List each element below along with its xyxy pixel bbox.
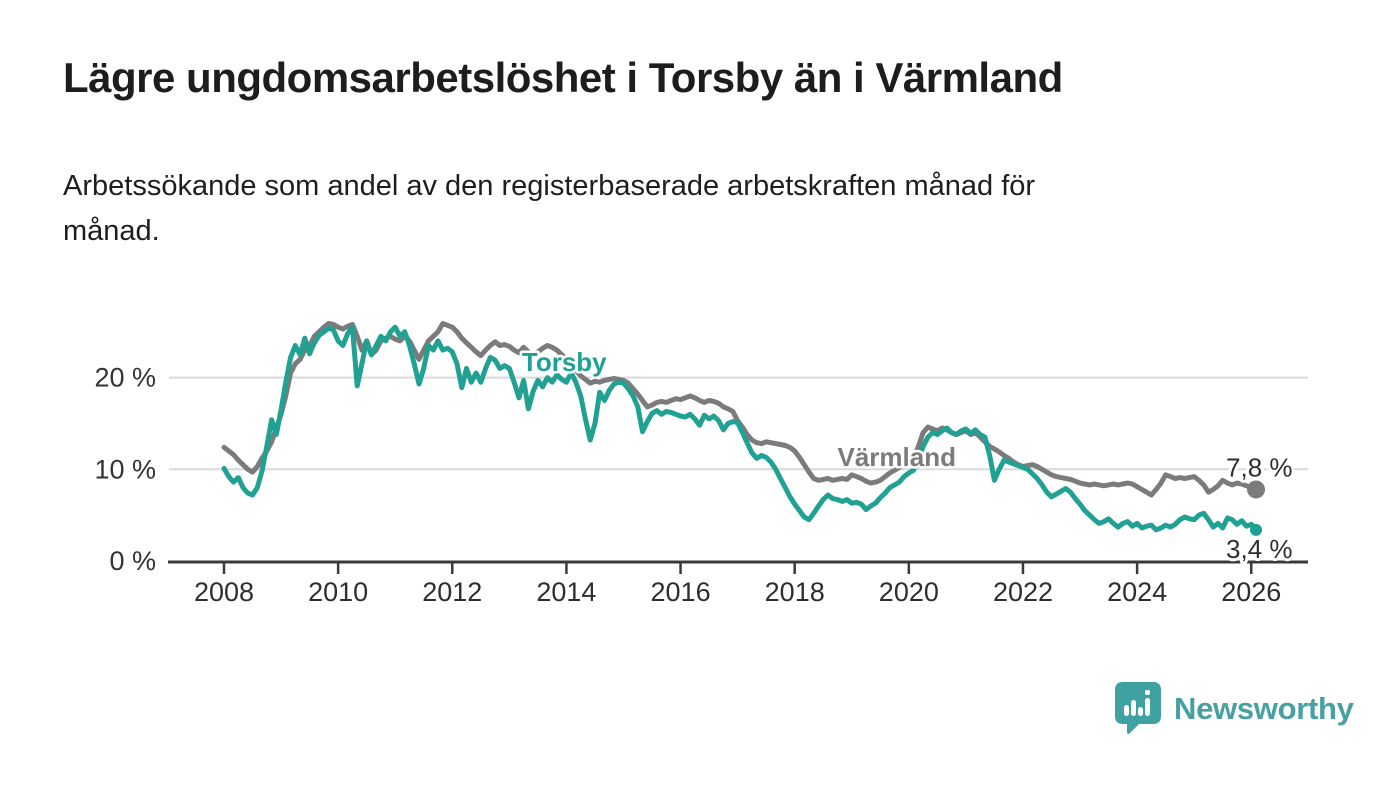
y-tick-label: 0 % <box>109 546 156 576</box>
y-tick-label: 10 % <box>94 454 156 484</box>
series-end-dot-torsby <box>1250 523 1263 536</box>
x-tick-label: 2020 <box>879 577 939 607</box>
subtitle-line-1: Arbetssökande som andel av den registerb… <box>63 170 1036 202</box>
page-title: Lägre ungdomsarbetslöshet i Torsby än i … <box>63 54 1063 101</box>
chart-subtitle: Arbetssökande som andel av den registerb… <box>63 164 1035 254</box>
bar-chart-speech-bubble-icon <box>1115 682 1161 734</box>
label-layer: 0 % 10 % 20 % 2008 2010 2012 2014 2016 2018 2020 2… <box>94 345 1295 607</box>
x-tick-label: 2026 <box>1221 577 1281 607</box>
x-axis <box>168 560 1308 574</box>
subtitle-line-2: månad. <box>63 214 160 247</box>
x-tick-label: 2022 <box>993 577 1053 607</box>
x-tick-label: 2012 <box>422 577 482 607</box>
x-tick-label: 2008 <box>194 577 254 607</box>
x-tick-label: 2016 <box>651 577 711 607</box>
x-tick-label: 2010 <box>308 577 368 607</box>
series-layer <box>221 321 1266 536</box>
end-value-label-värmland: 7,8 % <box>1226 452 1293 482</box>
newsworthy-logo: Newsworthy <box>1115 682 1354 736</box>
x-tick-label: 2024 <box>1107 577 1167 607</box>
series-end-dot-värmland <box>1247 480 1266 499</box>
end-value-label-torsby: 3,4 % <box>1226 534 1293 564</box>
y-tick-label: 20 % <box>94 363 156 393</box>
x-tick-label: 2018 <box>765 577 825 607</box>
series-label-värmland: Värmland <box>838 442 957 472</box>
newsworthy-logo-text: Newsworthy <box>1174 691 1354 726</box>
x-tick-label: 2014 <box>536 577 596 607</box>
series-label-torsby: Torsby <box>522 347 607 377</box>
series-line-torsby <box>221 324 1259 533</box>
